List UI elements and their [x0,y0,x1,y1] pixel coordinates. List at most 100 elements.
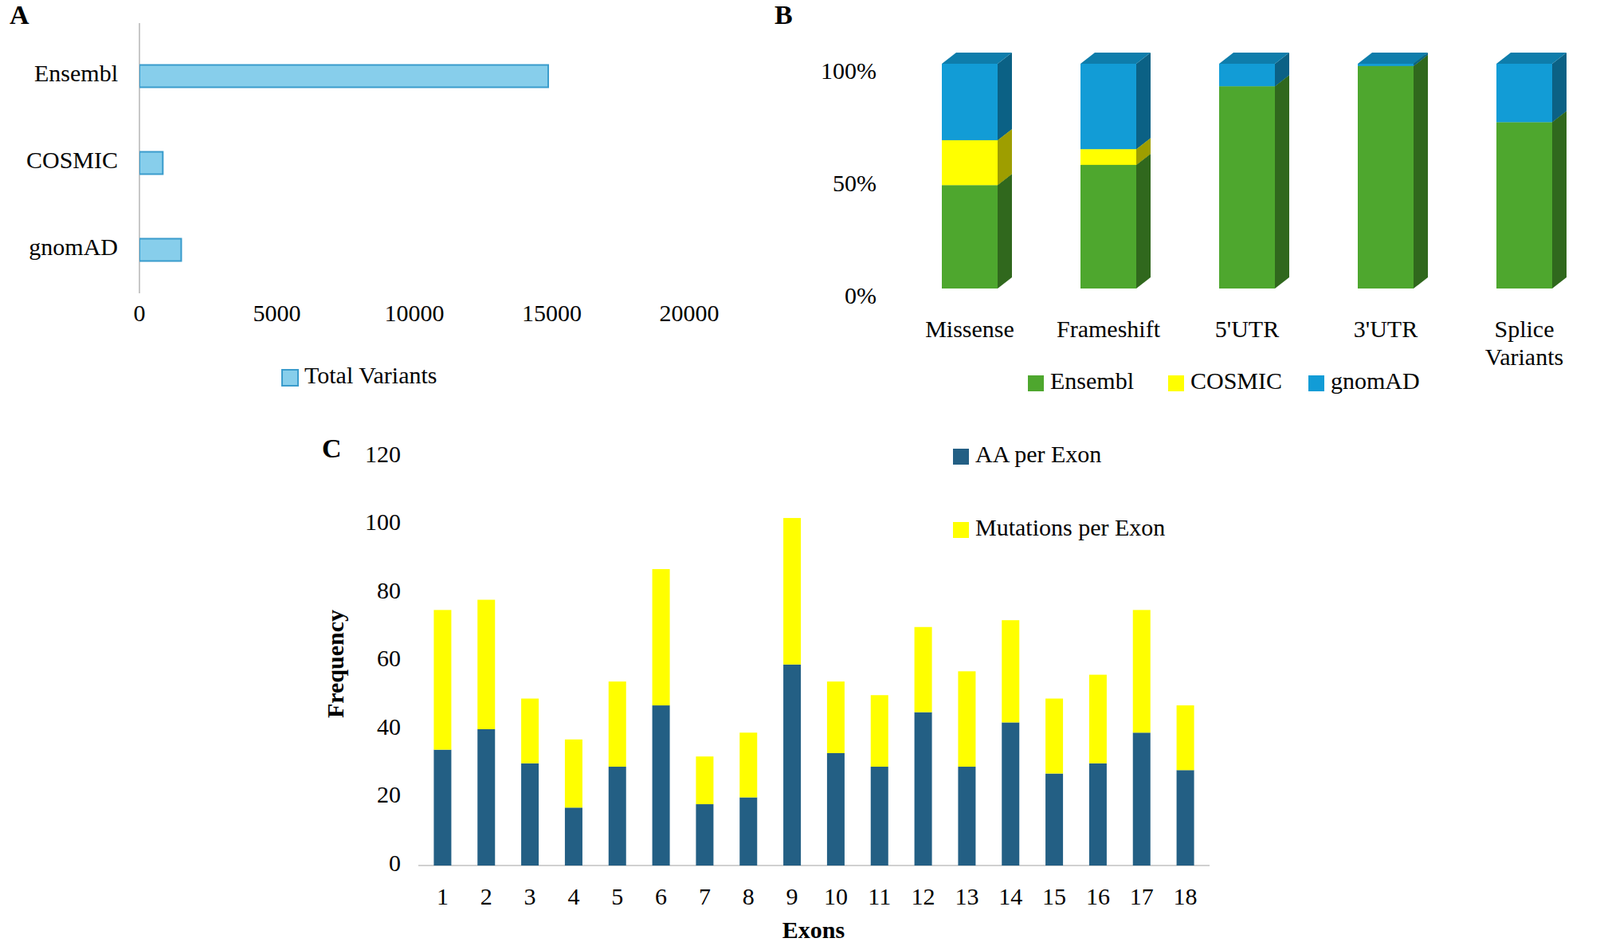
category-label: 17 [1129,882,1154,910]
tick-label: 100% [820,57,877,84]
category-label-line: Variants [1485,342,1564,369]
legend: Total Variants [282,361,437,389]
bar-top [1357,52,1428,64]
bar [957,766,976,866]
bar [139,152,163,175]
tick-label: 0 [388,849,401,876]
bar-side [1552,110,1567,289]
category-label: 2 [480,882,493,910]
legend-label: COSMIC [1190,367,1283,394]
legend-swatch [952,448,969,465]
bar [1219,63,1275,87]
bar [521,698,539,764]
tick-label: 40 [376,713,401,740]
bar-side [1274,74,1290,289]
legend-label: Ensembl [1050,367,1134,394]
bar-top [1219,52,1290,64]
legend-swatch [952,521,969,538]
bar [1496,63,1553,122]
bar-side [1136,52,1151,150]
category-label: 18 [1173,882,1198,910]
bar [1219,86,1275,289]
category-label: 3 [524,882,537,910]
bar [652,568,671,706]
category-label-line: Splice [1494,315,1555,342]
bar [739,797,757,867]
bar [1089,763,1107,866]
category-label: 16 [1086,882,1110,910]
bar [1080,63,1137,150]
category-label: 10 [823,882,848,910]
category-label: 3'UTR [1353,315,1418,342]
tick-label: 0 [133,299,146,326]
bar [1133,732,1151,866]
bar-side [1413,54,1428,289]
bar [477,600,495,730]
bar [139,65,549,88]
bar [827,752,845,866]
bar-top [1496,52,1567,64]
bar [783,664,801,866]
tick-label: 120 [364,440,401,467]
category-label: 7 [698,882,711,910]
bar-side [997,173,1012,289]
bar [1133,609,1151,733]
category-label: 1 [436,882,449,910]
bar [1001,619,1020,722]
category-label: 5 [611,882,624,910]
panel-letter: A [9,0,30,30]
bar [695,803,714,866]
category-label: 13 [954,882,979,910]
legend: Ensembl COSMIC gnomAD [1027,367,1420,394]
category-label: 15 [1042,882,1067,910]
x-axis-title: Exons [782,916,845,943]
bar [652,705,671,866]
bar [783,517,801,665]
bar [1357,66,1414,289]
legend-swatch [1168,375,1185,392]
bar [827,681,845,753]
category-label: 6 [654,882,667,910]
bar [1176,705,1195,770]
category-label: COSMIC [26,146,118,173]
category-label: 14 [998,882,1023,910]
tick-label: 0% [844,282,877,309]
bar [1045,698,1063,774]
category-label: 4 [567,882,580,910]
tick-label: 15000 [521,299,582,326]
bar [139,239,181,262]
bar [521,763,539,866]
panel-1: A05000100001500020000EnsemblCOSMICgnomAD… [9,0,720,389]
legend-label: Mutations per Exon [975,513,1165,541]
bar [914,627,933,713]
category-label: Ensembl [34,59,118,87]
bar [914,712,933,866]
legend-swatch [1027,375,1044,392]
bar [1001,721,1020,866]
legend-label: AA per Exon [975,440,1102,467]
category-label: 5'UTR [1215,315,1279,342]
bars [941,52,1567,289]
legend-label: Total Variants [304,361,437,389]
bar [1080,164,1137,289]
legend-swatch [282,369,299,386]
category-label: gnomAD [28,233,118,260]
bar [941,140,998,185]
bar [433,749,451,866]
bar [870,694,889,767]
bar [564,739,583,808]
panel-2: B0%50%100%MissenseFrameshift5'UTR3'UTRSp… [774,0,1567,394]
bar [957,670,976,767]
category-label: 9 [786,882,799,910]
bar-side [1552,52,1567,122]
legend-label: gnomAD [1330,367,1420,394]
tick-label: 60 [376,644,401,671]
panel-letter: B [774,0,793,30]
category-label: Frameshift [1056,315,1161,342]
panel-3: C020406080100120123456789101112131415161… [321,433,1210,943]
bar [1496,121,1553,289]
bar [870,766,889,866]
panel-letter: C [321,433,342,463]
bar-top [941,52,1012,64]
bars [433,517,1194,866]
